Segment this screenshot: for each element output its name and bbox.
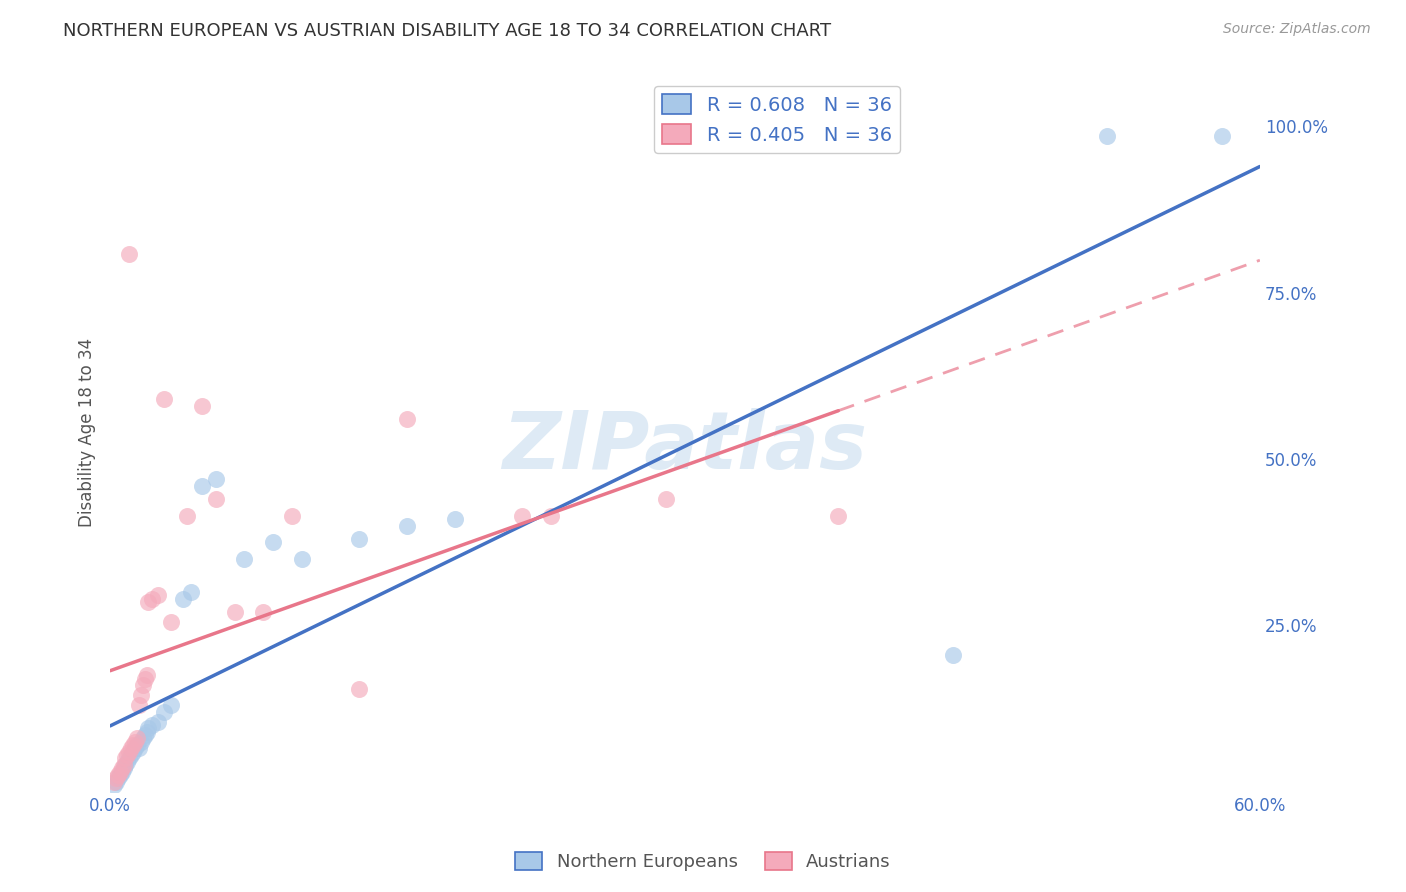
Point (103, 774, 125, 789)
Point (118, 751, 141, 765)
Text: NORTHERN EUROPEAN VS AUSTRIAN DISABILITY AGE 18 TO 34 CORRELATION CHART: NORTHERN EUROPEAN VS AUSTRIAN DISABILITY… (63, 22, 831, 40)
Point (107, 772, 129, 786)
Point (135, 668, 157, 682)
Point (176, 508, 198, 523)
Point (129, 735, 152, 749)
Point (160, 615, 183, 629)
Point (396, 412, 419, 426)
Point (120, 741, 142, 756)
Y-axis label: Disability Age 18 to 34: Disability Age 18 to 34 (79, 338, 96, 527)
Text: Source: ZipAtlas.com: Source: ZipAtlas.com (1223, 22, 1371, 37)
Point (124, 741, 146, 756)
Point (281, 508, 304, 523)
Point (104, 772, 127, 786)
Point (108, 768, 131, 782)
Legend: Northern Europeans, Austrians: Northern Europeans, Austrians (508, 845, 898, 879)
Point (510, 508, 533, 523)
Point (191, 478, 214, 492)
Point (172, 591, 194, 606)
Point (204, 491, 226, 506)
Point (655, 491, 678, 506)
Point (134, 672, 156, 686)
Point (1095, 129, 1118, 144)
Point (122, 745, 145, 759)
Point (112, 758, 135, 772)
Point (827, 508, 849, 523)
Point (224, 605, 246, 619)
Point (138, 595, 160, 609)
Point (120, 748, 142, 763)
Point (146, 714, 169, 729)
Point (111, 764, 134, 779)
Point (114, 758, 136, 772)
Point (349, 532, 371, 546)
Point (153, 392, 176, 406)
Point (291, 551, 314, 566)
Point (125, 731, 148, 746)
Point (114, 751, 136, 765)
Point (111, 761, 134, 775)
Point (125, 738, 148, 752)
Point (118, 247, 141, 261)
Point (128, 741, 150, 756)
Point (349, 681, 371, 696)
Point (942, 648, 965, 663)
Point (132, 731, 155, 746)
Point (141, 718, 163, 732)
Point (124, 735, 146, 749)
Point (262, 535, 284, 549)
Point (129, 688, 152, 702)
Point (118, 745, 141, 759)
Point (135, 724, 157, 739)
Point (107, 768, 129, 782)
Point (540, 508, 562, 523)
Point (191, 399, 214, 413)
Point (117, 748, 139, 763)
Point (134, 728, 156, 742)
Point (141, 591, 163, 606)
Point (233, 551, 256, 566)
Point (153, 705, 176, 719)
Point (132, 678, 155, 692)
Point (396, 518, 419, 533)
Point (138, 722, 160, 736)
Point (252, 605, 274, 619)
Point (108, 764, 131, 779)
Legend: R = 0.608   N = 36, R = 0.405   N = 36: R = 0.608 N = 36, R = 0.405 N = 36 (654, 87, 900, 153)
Point (112, 761, 135, 775)
Point (122, 738, 145, 752)
Text: ZIPatlas: ZIPatlas (502, 408, 868, 486)
Point (104, 774, 127, 789)
Point (117, 755, 139, 769)
Point (180, 585, 202, 599)
Point (1211, 129, 1233, 144)
Point (444, 512, 467, 526)
Point (128, 698, 150, 713)
Point (146, 588, 169, 602)
Point (204, 472, 226, 486)
Point (103, 778, 125, 792)
Point (160, 698, 183, 713)
